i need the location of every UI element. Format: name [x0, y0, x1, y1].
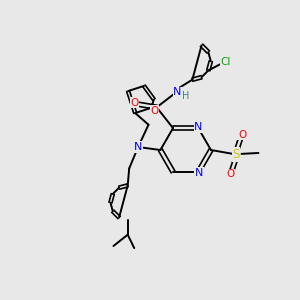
Text: S: S: [232, 148, 240, 161]
Text: N: N: [134, 142, 142, 152]
Text: O: O: [151, 106, 159, 116]
Text: N: N: [173, 88, 182, 98]
Text: Cl: Cl: [220, 56, 230, 67]
Text: N: N: [195, 168, 203, 178]
Text: N: N: [194, 122, 202, 132]
Text: O: O: [226, 169, 234, 179]
Text: O: O: [238, 130, 246, 140]
Text: O: O: [130, 98, 139, 108]
Text: H: H: [182, 91, 189, 101]
